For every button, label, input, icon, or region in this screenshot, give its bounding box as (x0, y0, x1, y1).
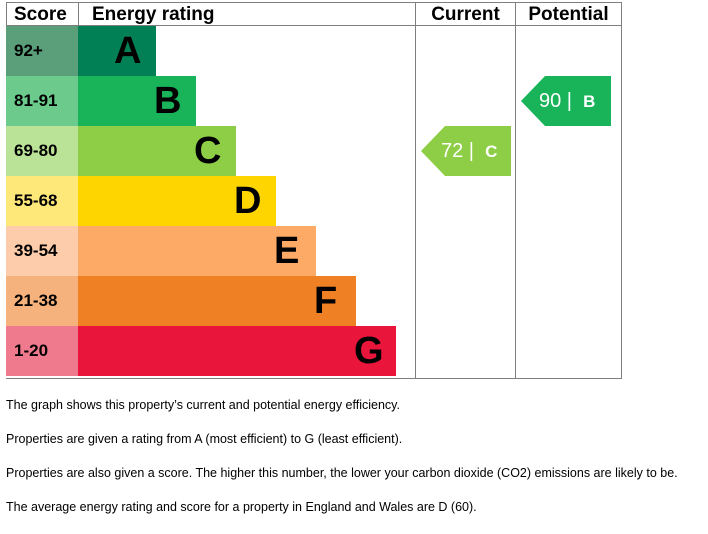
current-rating-arrow: 72 | C (421, 126, 511, 176)
band-bar-c (78, 126, 236, 176)
potential-arrow-shape (521, 76, 611, 126)
current-arrow-polygon (421, 126, 511, 176)
potential-arrow-polygon (521, 76, 611, 126)
chart-bottom-border (6, 378, 622, 379)
note-graph: The graph shows this property’s current … (6, 398, 400, 412)
score-range-a: 92+ (6, 26, 78, 76)
band-letter-b: B (154, 80, 182, 122)
band-letter-c: C (194, 130, 222, 172)
band-letter-g: G (354, 330, 384, 372)
band-bar-b (78, 76, 196, 126)
band-letter-f: F (314, 280, 338, 322)
note-rating: Properties are given a rating from A (mo… (6, 432, 403, 446)
note-average: The average energy rating and score for … (6, 500, 477, 514)
note-score: Properties are also given a score. The h… (6, 466, 678, 480)
epc-chart: Score Energy rating Current Potential 92… (6, 2, 622, 379)
band-letter-e: E (274, 230, 300, 272)
current-rating-label: 72 | C (441, 140, 498, 162)
potential-score: 90 (539, 90, 562, 112)
current-score: 72 (441, 140, 464, 162)
score-range-e: 39-54 (6, 226, 78, 276)
score-header: Score (6, 2, 79, 26)
potential-rating-arrow: 90 | B (521, 76, 611, 126)
band-bar-e (78, 226, 316, 276)
band-bar-g (78, 326, 396, 376)
band-bar-f (78, 276, 356, 326)
current-letter: C (485, 142, 498, 161)
score-range-g: 1-20 (6, 326, 78, 376)
divider-current-potential (515, 2, 516, 379)
band-letter-d: D (234, 180, 262, 222)
explanation-notes: The graph shows this property’s current … (6, 398, 706, 534)
current-header: Current (415, 2, 516, 26)
band-bar-a (78, 26, 156, 76)
potential-rating-label: 90 | B (539, 90, 596, 112)
score-range-d: 55-68 (6, 176, 78, 226)
potential-letter: B (583, 92, 596, 111)
potential-header: Potential (515, 2, 622, 26)
energy-rating-header: Energy rating (78, 2, 416, 26)
band-bar-d (78, 176, 276, 226)
divider-rating-current (415, 2, 416, 379)
score-range-f: 21-38 (6, 276, 78, 326)
band-letter-a: A (114, 30, 142, 72)
current-arrow-shape (421, 126, 511, 176)
score-range-c: 69-80 (6, 126, 78, 176)
score-range-b: 81-91 (6, 76, 78, 126)
divider-right (621, 2, 622, 379)
